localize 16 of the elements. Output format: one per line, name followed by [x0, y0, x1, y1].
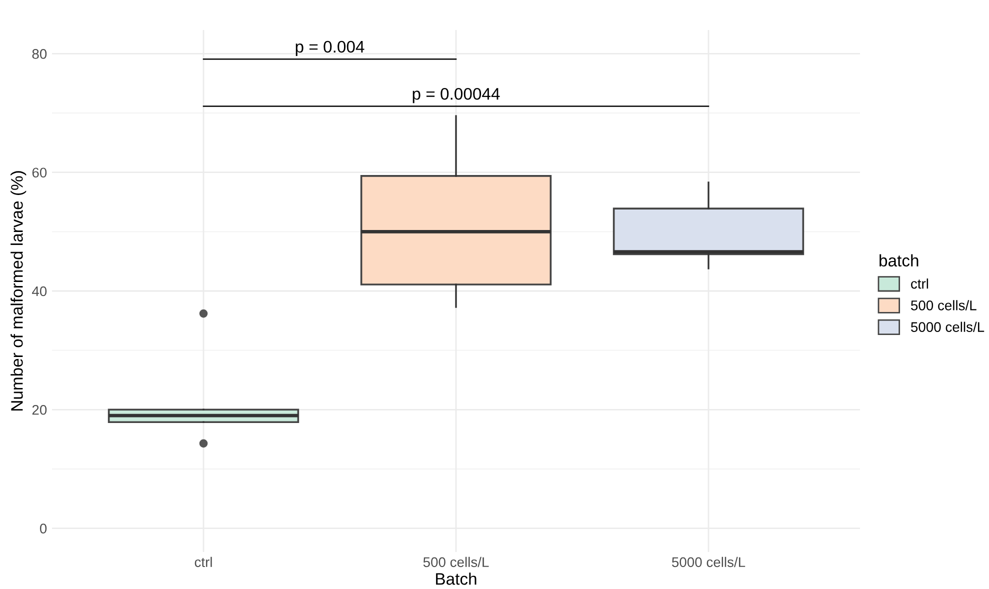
y-tick-label: 20: [32, 404, 47, 415]
x-tick-label: ctrl: [194, 556, 212, 568]
x-tick-label: 5000 cells/L: [672, 556, 746, 568]
y-tick-label: 80: [32, 49, 47, 59]
y-tick-label: 60: [32, 168, 47, 178]
y-axis-title: Number of malformed larvae (%): [10, 171, 26, 410]
legend-title: batch: [880, 254, 918, 267]
legend-label: 500 cells/L: [911, 300, 976, 310]
annotation: p = 0.004: [296, 40, 364, 56]
legend-label: ctrl: [911, 278, 928, 289]
x-axis-title: Batch: [436, 572, 476, 585]
y-tick-label: 40: [32, 286, 47, 296]
y-tick-label: 0: [40, 524, 47, 534]
annotation: p = 0.00044: [412, 88, 500, 104]
x-tick-label: 500 cells/L: [423, 556, 489, 568]
legend-label: 5000 cells/L: [911, 322, 984, 332]
